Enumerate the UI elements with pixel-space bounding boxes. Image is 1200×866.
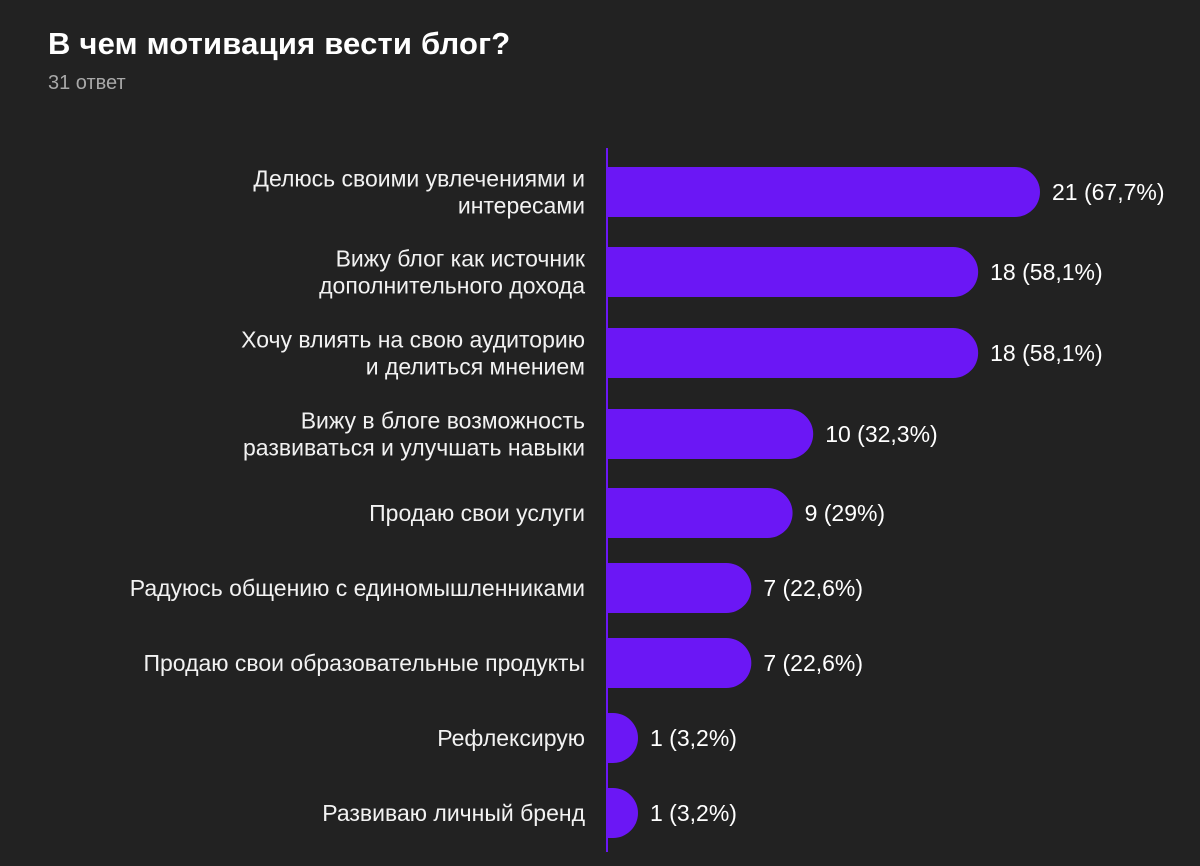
category-label: Развиваю личный бренд	[322, 800, 585, 826]
bar	[607, 328, 979, 378]
bar	[607, 488, 793, 538]
response-count: 31 ответ	[48, 72, 126, 94]
category-label: Радуюсь общению с единомышленниками	[130, 575, 585, 601]
category-label: Вижу в блоге возможность развиваться и ул…	[243, 408, 585, 461]
category-label-line: и делиться мнением	[366, 354, 585, 380]
category-label-line: дополнительного дохода	[319, 273, 585, 299]
chart-title: В чем мотивация вести блог?	[48, 26, 511, 61]
bar	[607, 563, 752, 613]
category-label: Продаю свои услуги	[369, 500, 585, 526]
category-label-line: Хочу влиять на свою аудиторию	[241, 327, 585, 353]
category-label-line: развиваться и улучшать навыки	[243, 435, 585, 461]
category-label-line: Радуюсь общению с единомышленниками	[130, 575, 585, 601]
bar	[607, 247, 979, 297]
category-label-line: Развиваю личный бренд	[322, 800, 585, 826]
bar	[607, 167, 1040, 217]
bar	[607, 788, 638, 838]
bar-value-label: 1 (3,2%)	[650, 800, 737, 826]
category-label: Делюсь своими увлечениями и интересами	[253, 166, 585, 219]
category-label-line: Рефлексирую	[437, 725, 585, 751]
category-label-line: Вижу в блоге возможность	[301, 408, 585, 434]
bar	[607, 638, 752, 688]
category-label: Продаю свои образовательные продукты	[143, 650, 585, 676]
bar-value-label: 9 (29%)	[805, 500, 886, 526]
bar-value-label: 21 (67,7%)	[1052, 179, 1165, 205]
bar	[607, 408, 814, 459]
bar-value-label: 18 (58,1%)	[990, 340, 1103, 366]
bar-value-label: 18 (58,1%)	[990, 259, 1103, 285]
bar-value-label: 10 (32,3%)	[825, 421, 938, 447]
category-label: Хочу влиять на свою аудиторию и делиться …	[241, 327, 585, 380]
category-label-line: Продаю свои образовательные продукты	[143, 650, 585, 676]
category-label-line: Продаю свои услуги	[369, 500, 585, 526]
bar	[607, 713, 638, 763]
bar-value-label: 7 (22,6%)	[763, 575, 863, 601]
category-label: Вижу блог как источник дополнительного до…	[319, 246, 586, 299]
category-label-line: Делюсь своими увлечениями и	[253, 166, 585, 192]
category-label: Рефлексирую	[437, 725, 585, 751]
bar-value-label: 1 (3,2%)	[650, 725, 737, 751]
bar-value-label: 7 (22,6%)	[763, 650, 863, 676]
category-label-line: Вижу блог как источник	[336, 246, 586, 272]
category-label-line: интересами	[458, 193, 585, 219]
